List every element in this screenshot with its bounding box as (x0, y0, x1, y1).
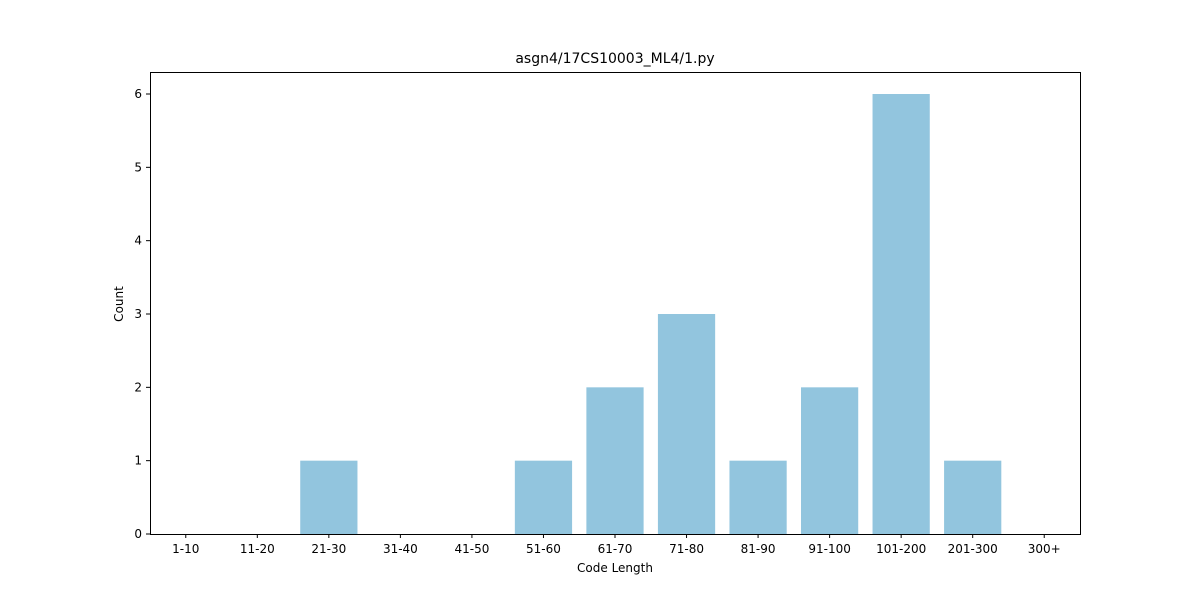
x-tick-label: 81-90 (741, 542, 776, 556)
x-tick-label: 91-100 (808, 542, 851, 556)
x-tick-label: 11-20 (240, 542, 275, 556)
y-tick-label: 1 (134, 454, 142, 468)
bar-71-80 (657, 314, 716, 534)
bars (300, 94, 1002, 534)
y-tick-label: 3 (134, 307, 142, 321)
y-axis: 0 1 2 3 4 5 6 (134, 87, 150, 541)
bar-101-200 (872, 94, 930, 534)
y-tick-label: 6 (134, 87, 142, 101)
bar-81-90 (729, 460, 787, 534)
bar-21-30 (300, 460, 358, 534)
y-tick-label: 5 (134, 160, 142, 174)
x-tick-label: 71-80 (669, 542, 704, 556)
y-axis-label: Count (112, 286, 126, 322)
x-axis: 1-10 11-20 21-30 31-40 41-50 51-60 61-70 71-80 8… (172, 534, 1061, 556)
x-tick-label: 21-30 (311, 542, 346, 556)
bar-91-100 (801, 387, 859, 534)
bar-61-70 (586, 387, 644, 534)
y-tick-label: 4 (134, 234, 142, 248)
x-axis-label: Code Length (577, 561, 653, 575)
bar-201-300 (944, 460, 1002, 534)
x-tick-label: 101-200 (876, 542, 926, 556)
x-tick-label: 300+ (1028, 542, 1061, 556)
x-tick-label: 41-50 (454, 542, 489, 556)
y-tick-label: 2 (134, 380, 142, 394)
x-tick-label: 31-40 (383, 542, 418, 556)
bar-51-60 (514, 460, 573, 534)
x-tick-label: 1-10 (172, 542, 199, 556)
x-tick-label: 201-300 (948, 542, 998, 556)
x-tick-label: 51-60 (526, 542, 561, 556)
x-tick-label: 61-70 (598, 542, 633, 556)
chart-title: asgn4/17CS10003_ML4/1.py (515, 51, 714, 67)
y-tick-label: 0 (134, 527, 142, 541)
